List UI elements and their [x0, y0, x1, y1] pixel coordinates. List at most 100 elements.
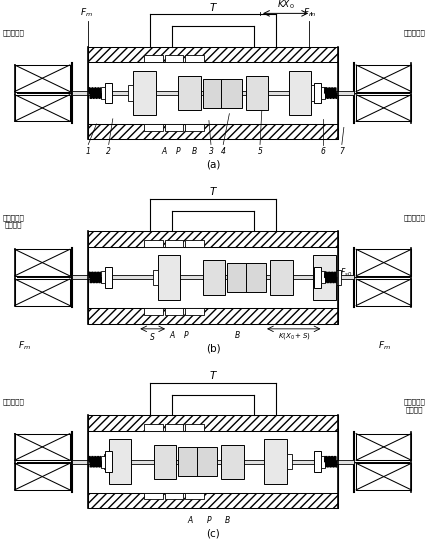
Bar — [104, 454, 109, 469]
Bar — [101, 87, 106, 99]
Bar — [320, 456, 325, 468]
Text: 电磁铁通电
衔铁吸合: 电磁铁通电 衔铁吸合 — [3, 214, 25, 228]
Bar — [203, 260, 225, 295]
Bar — [270, 260, 293, 295]
Bar — [356, 279, 412, 306]
Text: $F_m$: $F_m$ — [80, 7, 93, 19]
Bar — [14, 434, 70, 460]
Bar — [14, 95, 70, 121]
Text: B: B — [225, 516, 230, 525]
Bar — [336, 270, 341, 285]
Bar — [185, 308, 204, 315]
Bar — [106, 267, 112, 288]
Text: 6: 6 — [321, 147, 326, 156]
Bar — [72, 460, 354, 464]
Bar — [246, 263, 266, 292]
Text: T: T — [210, 3, 216, 13]
Text: $K(X_0+S)$: $K(X_0+S)$ — [278, 331, 310, 341]
Text: $F_m$: $F_m$ — [303, 7, 316, 19]
Bar — [311, 85, 316, 101]
Bar — [144, 239, 163, 247]
Bar — [144, 124, 163, 131]
Text: T: T — [210, 371, 216, 381]
Bar — [320, 87, 325, 99]
Text: 2: 2 — [106, 147, 111, 156]
Bar — [128, 85, 133, 101]
Bar — [165, 424, 183, 431]
Bar — [264, 440, 287, 484]
Bar — [72, 91, 354, 95]
Bar — [185, 124, 204, 131]
Bar — [88, 247, 338, 308]
Bar — [144, 493, 163, 499]
Text: B: B — [192, 147, 197, 156]
Bar — [356, 434, 412, 460]
Bar — [165, 308, 183, 315]
Bar — [185, 55, 204, 62]
Bar — [178, 447, 199, 476]
Bar — [88, 431, 338, 493]
Text: 电磁铁通电
衔铁吸合: 电磁铁通电 衔铁吸合 — [403, 398, 425, 413]
Bar — [289, 71, 311, 116]
Bar — [221, 445, 244, 479]
Bar — [14, 65, 70, 92]
Bar — [14, 463, 70, 490]
Text: 5: 5 — [258, 147, 262, 156]
Text: P: P — [207, 516, 211, 525]
Bar — [14, 249, 70, 276]
Bar — [72, 275, 354, 279]
Text: A: A — [161, 147, 167, 156]
Text: A: A — [170, 331, 175, 341]
Text: $S$: $S$ — [149, 331, 156, 342]
Bar — [88, 231, 338, 324]
Bar — [313, 255, 336, 300]
Text: $F_{s0}$: $F_{s0}$ — [340, 266, 352, 279]
Bar — [109, 440, 131, 484]
Bar — [356, 65, 412, 92]
Bar — [106, 83, 112, 103]
Text: (a): (a) — [206, 159, 220, 169]
Bar — [165, 124, 183, 131]
Bar — [185, 239, 204, 247]
Text: $KX_0$: $KX_0$ — [277, 0, 295, 11]
Bar — [227, 263, 248, 292]
Text: T: T — [210, 187, 216, 197]
Text: (b): (b) — [206, 344, 220, 354]
Text: B: B — [235, 331, 240, 341]
Text: 电磁铁断电: 电磁铁断电 — [403, 30, 425, 36]
Text: 电磁铁断电: 电磁铁断电 — [3, 398, 25, 405]
Bar — [314, 451, 320, 472]
Bar — [144, 55, 163, 62]
Bar — [88, 47, 338, 139]
Text: 4: 4 — [221, 147, 226, 156]
Bar — [356, 95, 412, 121]
Text: P: P — [184, 331, 189, 341]
Bar — [14, 279, 70, 306]
Text: 1: 1 — [86, 147, 91, 156]
Bar — [101, 272, 106, 284]
Bar — [154, 445, 176, 479]
Text: P: P — [176, 147, 181, 156]
Bar — [106, 451, 112, 472]
Text: 电磁铁断电: 电磁铁断电 — [403, 214, 425, 221]
Bar — [153, 270, 158, 285]
Text: $F_m$: $F_m$ — [378, 339, 391, 352]
Text: $F_m$: $F_m$ — [18, 339, 32, 352]
Bar — [246, 76, 268, 110]
Bar — [314, 83, 320, 103]
Bar — [144, 424, 163, 431]
Bar — [287, 454, 291, 469]
Bar — [320, 272, 325, 284]
Bar — [101, 456, 106, 468]
Bar — [88, 415, 338, 508]
Bar — [178, 76, 201, 110]
Text: 3: 3 — [208, 147, 213, 156]
Text: A: A — [188, 516, 193, 525]
Bar — [221, 79, 242, 108]
Bar — [185, 424, 204, 431]
Bar — [203, 79, 223, 108]
Bar — [165, 493, 183, 499]
Text: 7: 7 — [340, 147, 344, 156]
Bar — [144, 308, 163, 315]
Bar — [133, 71, 156, 116]
